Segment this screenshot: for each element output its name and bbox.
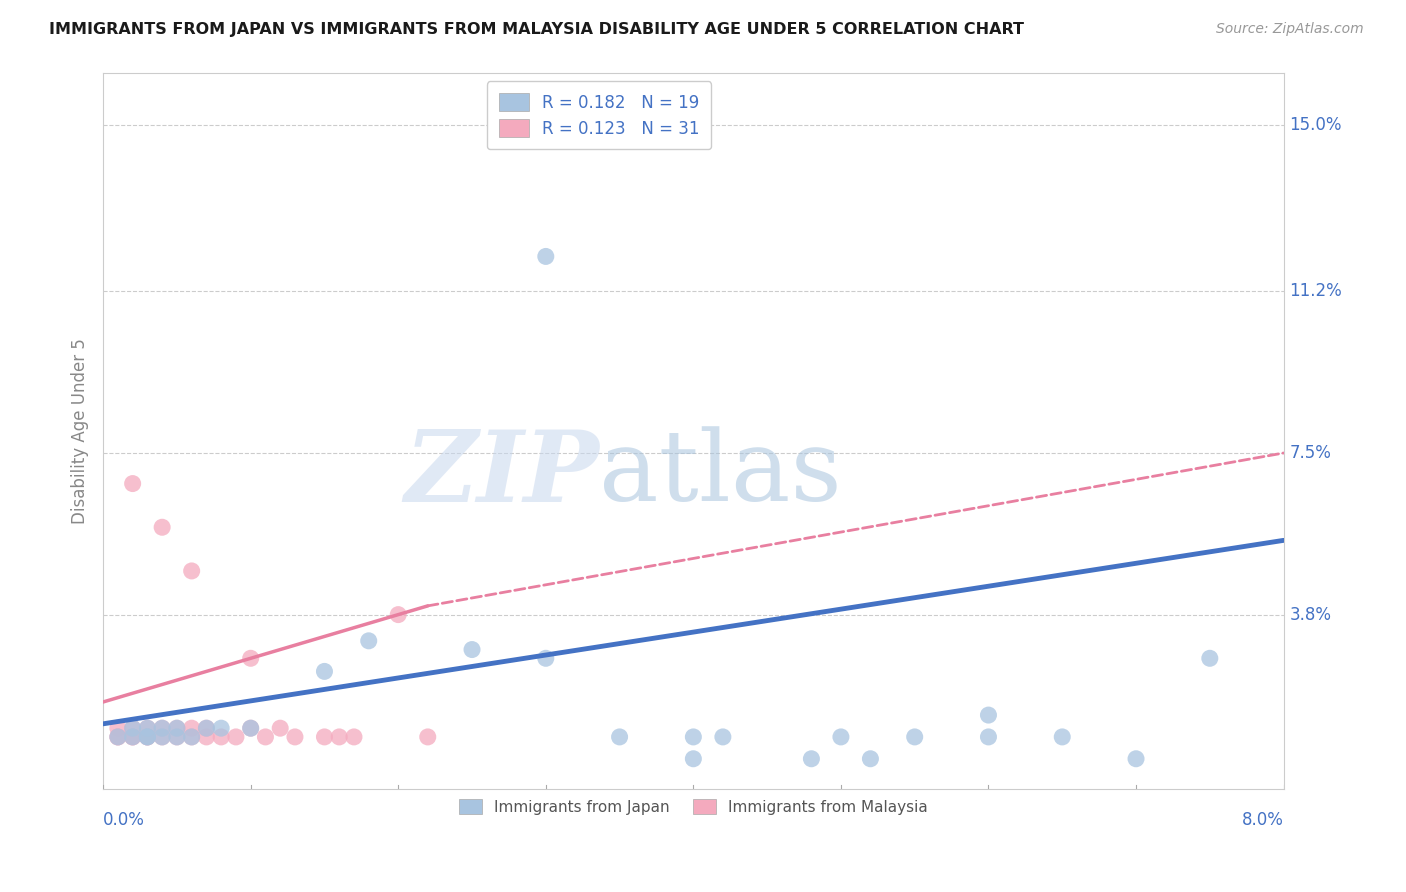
Point [977, 708, 1000, 723]
Point [314, 730, 336, 744]
Point [166, 730, 188, 744]
Point [121, 730, 143, 744]
Point [136, 721, 159, 735]
Point [225, 730, 247, 744]
Point [136, 730, 159, 744]
Point [830, 730, 852, 744]
Point [209, 730, 232, 744]
Point [121, 730, 143, 744]
Point [534, 651, 557, 665]
Text: 15.0%: 15.0% [1289, 116, 1341, 135]
Point [254, 730, 277, 744]
Point [180, 730, 202, 744]
Text: Source: ZipAtlas.com: Source: ZipAtlas.com [1216, 22, 1364, 37]
Point [239, 721, 262, 735]
Legend: Immigrants from Japan, Immigrants from Malaysia: Immigrants from Japan, Immigrants from M… [453, 793, 934, 822]
Point [180, 564, 202, 578]
Point [800, 752, 823, 766]
Point [150, 730, 173, 744]
Text: IMMIGRANTS FROM JAPAN VS IMMIGRANTS FROM MALAYSIA DISABILITY AGE UNDER 5 CORRELA: IMMIGRANTS FROM JAPAN VS IMMIGRANTS FROM… [49, 22, 1024, 37]
Y-axis label: Disability Age Under 5: Disability Age Under 5 [72, 338, 89, 524]
Point [136, 721, 159, 735]
Text: ZIP: ZIP [404, 425, 599, 523]
Point [107, 730, 129, 744]
Point [977, 730, 1000, 744]
Point [107, 730, 129, 744]
Point [166, 730, 188, 744]
Point [609, 730, 631, 744]
Point [150, 721, 173, 735]
Point [150, 520, 173, 534]
Point [682, 730, 704, 744]
Point [136, 730, 159, 744]
Point [328, 730, 350, 744]
Point [284, 730, 307, 744]
Point [180, 730, 202, 744]
Point [387, 607, 409, 622]
Point [239, 651, 262, 665]
Point [314, 665, 336, 679]
Point [121, 730, 143, 744]
Point [150, 730, 173, 744]
Point [180, 721, 202, 735]
Point [121, 721, 143, 735]
Point [343, 730, 366, 744]
Point [682, 752, 704, 766]
Point [107, 730, 129, 744]
Point [107, 721, 129, 735]
Point [904, 730, 927, 744]
Point [121, 721, 143, 735]
Point [195, 730, 218, 744]
Point [195, 721, 218, 735]
Text: 7.5%: 7.5% [1289, 444, 1331, 462]
Text: atlas: atlas [599, 426, 842, 522]
Point [166, 721, 188, 735]
Point [357, 633, 380, 648]
Point [1052, 730, 1074, 744]
Point [166, 721, 188, 735]
Point [1125, 752, 1147, 766]
Point [239, 721, 262, 735]
Point [195, 721, 218, 735]
Point [534, 249, 557, 263]
Point [711, 730, 734, 744]
Text: 11.2%: 11.2% [1289, 283, 1343, 301]
Point [209, 721, 232, 735]
Point [859, 752, 882, 766]
Point [416, 730, 439, 744]
Point [150, 721, 173, 735]
Point [1198, 651, 1220, 665]
Text: 0.0%: 0.0% [103, 811, 145, 829]
Point [121, 476, 143, 491]
Text: 8.0%: 8.0% [1241, 811, 1284, 829]
Point [461, 642, 484, 657]
Point [136, 730, 159, 744]
Point [136, 730, 159, 744]
Point [269, 721, 291, 735]
Text: 3.8%: 3.8% [1289, 606, 1331, 624]
